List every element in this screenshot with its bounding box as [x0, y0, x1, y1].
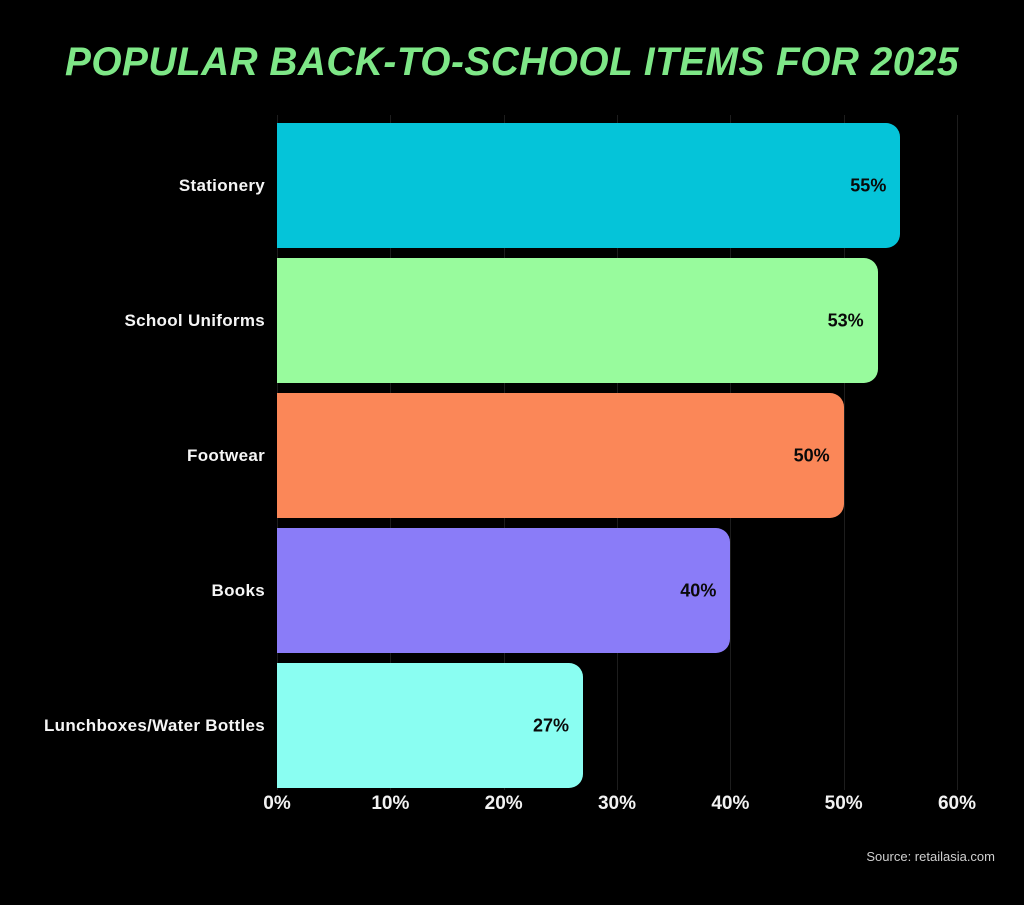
gridline-60	[957, 115, 958, 790]
bar-books: 40%	[277, 528, 731, 653]
category-label-stationery: Stationery	[178, 175, 265, 195]
x-tick-0: 0%	[263, 793, 291, 814]
bar-chart-plot-area: 55% 53% 50% 40% 27%	[277, 115, 958, 790]
category-label-books: Books	[211, 580, 265, 600]
bar-value-label: 53%	[827, 310, 864, 330]
x-tick-40: 40%	[711, 793, 750, 814]
category-label-school-uniforms: School Uniforms	[124, 310, 265, 330]
category-label-footwear: Footwear	[187, 445, 265, 465]
bar-value-label: 55%	[850, 175, 887, 195]
gridline-50	[843, 115, 845, 790]
bar-lunchboxes-water-bottles: 27%	[277, 663, 583, 788]
bar-stationery: 55%	[277, 123, 901, 248]
chart-title: POPULAR BACK-TO-SCHOOL ITEMS FOR 2025	[65, 40, 959, 84]
category-label-lunchboxes-water-bottles: Lunchboxes/Water Bottles	[44, 715, 265, 735]
x-tick-60: 60%	[937, 793, 977, 814]
bar-value-label: 27%	[532, 715, 569, 735]
bar-school-uniforms: 53%	[277, 258, 878, 383]
x-tick-10: 10%	[371, 793, 410, 814]
source-note: Source: retailasia.com	[866, 849, 995, 864]
bar-value-label: 40%	[680, 580, 717, 600]
x-tick-30: 30%	[597, 793, 637, 814]
bar-footwear: 50%	[277, 393, 844, 518]
x-tick-50: 50%	[824, 793, 863, 814]
x-tick-20: 20%	[484, 793, 523, 814]
bar-value-label: 50%	[793, 445, 830, 465]
